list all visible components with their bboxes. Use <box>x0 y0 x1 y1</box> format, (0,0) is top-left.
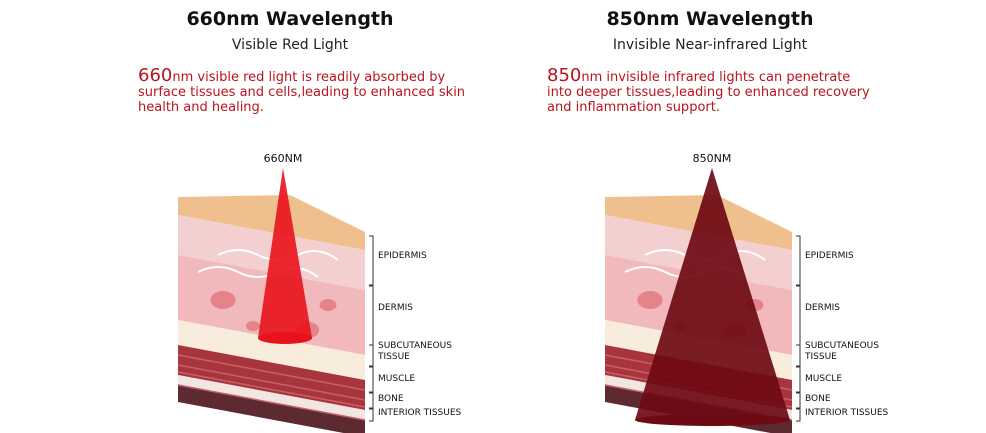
muscle-fiber <box>177 371 366 408</box>
description-text: nm invisible infrared lights can penetra… <box>547 70 870 115</box>
panel-title: 850nm Wavelength <box>606 8 813 30</box>
light-beam <box>258 168 312 338</box>
layer-label: BONE <box>378 394 404 404</box>
layer-label: MUSCLE <box>805 374 842 384</box>
description: 660nm visible red light is readily absor… <box>138 65 468 116</box>
panel-title: 660nm Wavelength <box>186 8 393 30</box>
muscle-fiber <box>177 384 366 421</box>
muscle-fiber <box>177 354 366 391</box>
bracket <box>796 285 801 346</box>
description: 850nm invisible infrared lights can pene… <box>547 65 877 116</box>
bracket <box>796 344 801 367</box>
layer-label: SUBCUTANEOUS <box>805 341 879 351</box>
bracket <box>369 235 374 286</box>
layer-label: DERMIS <box>378 303 413 313</box>
layer-label: EPIDERMIS <box>378 251 427 261</box>
layer-label: BONE <box>805 394 831 404</box>
bracket <box>369 285 374 346</box>
bracket <box>369 344 374 367</box>
cell <box>637 291 663 309</box>
tissue-layer <box>178 385 365 433</box>
layer-label: EPIDERMIS <box>805 251 854 261</box>
layer-label: INTERIOR TISSUES <box>378 408 462 418</box>
layer-label: INTERIOR TISSUES <box>805 408 889 418</box>
bracket <box>369 392 374 409</box>
beam-base <box>635 414 790 426</box>
description-highlight: 850 <box>547 65 582 86</box>
beam-base <box>258 332 312 344</box>
beam-label: 850NM <box>693 152 732 165</box>
description-text: nm visible red light is readily absorbed… <box>138 70 466 115</box>
bracket <box>369 408 374 422</box>
beam-label: 660NM <box>264 152 303 165</box>
skin-top <box>178 195 365 250</box>
description-highlight: 660 <box>138 65 173 86</box>
bracket <box>796 408 801 422</box>
panel-subtitle: Visible Red Light <box>232 37 349 53</box>
bracket <box>796 392 801 409</box>
layer-label: DERMIS <box>805 303 840 313</box>
bracket <box>369 366 374 393</box>
light-beam <box>635 168 790 420</box>
layer-label: SUBCUTANEOUS <box>378 341 452 351</box>
tissue-layer <box>178 345 365 410</box>
cell <box>319 299 337 311</box>
muscle-fiber <box>177 364 366 401</box>
layer-label: TISSUE <box>377 352 410 362</box>
layer-label: MUSCLE <box>378 374 415 384</box>
cell <box>210 291 236 309</box>
cell <box>246 321 260 331</box>
tissue-layer <box>178 375 365 420</box>
panel-subtitle: Invisible Near-infrared Light <box>613 37 808 53</box>
bracket <box>796 366 801 393</box>
layer-label: TISSUE <box>804 352 837 362</box>
bracket <box>796 235 801 286</box>
tissue-layer <box>178 320 365 380</box>
